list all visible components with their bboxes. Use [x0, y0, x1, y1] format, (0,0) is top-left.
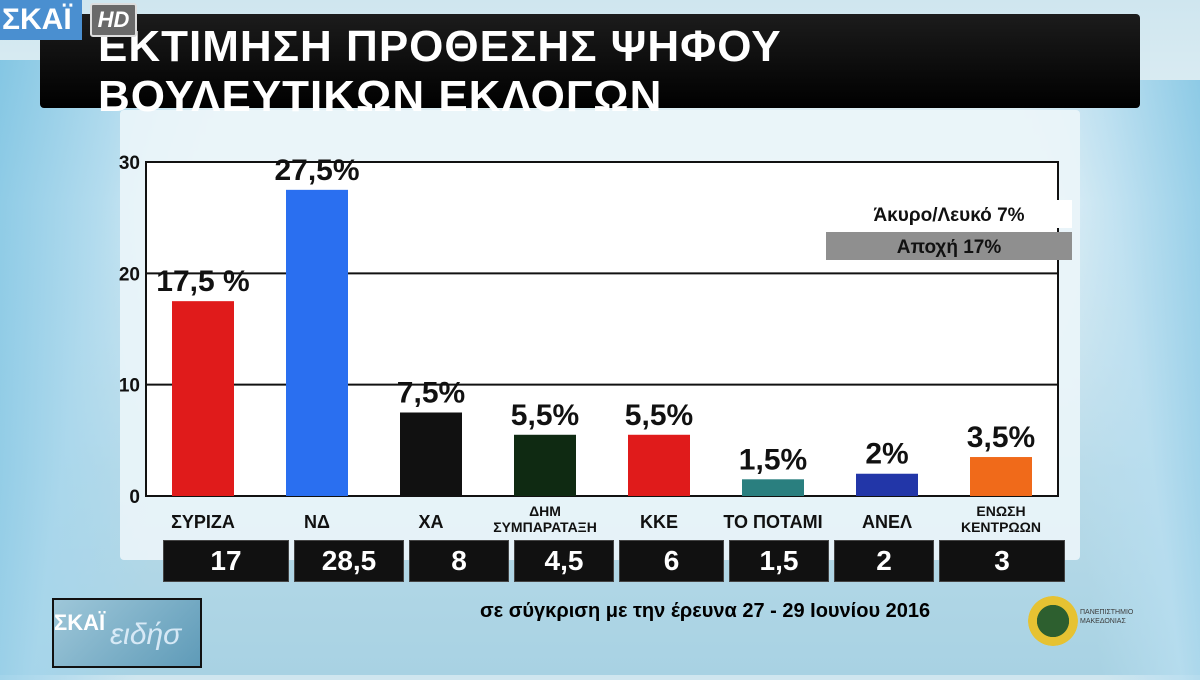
channel-logo-bar: ΣΚΑΪ HD [0, 0, 138, 40]
legend-abstention-box [826, 232, 1072, 260]
data-label: 2% [865, 438, 908, 471]
bar-dimsympar [514, 434, 576, 496]
thumbnail-logo: ΣΚΑΪ [54, 610, 106, 635]
category-label: ΑΝΕΛ [862, 512, 912, 532]
previous-value-box: 17 [163, 540, 289, 582]
university-emblem-icon [1028, 596, 1078, 646]
channel-logo: ΣΚΑΪ [0, 0, 82, 40]
comparison-caption: σε σύγκριση με την έρευνα 27 - 29 Ιουνίο… [480, 600, 931, 622]
category-label: ΝΔ [304, 512, 330, 532]
category-label: ΧΑ [418, 512, 443, 532]
title-line-2: ΒΟΥΛΕΥΤΙΚΩΝ ΕΚΛΟΓΩΝ [98, 72, 663, 121]
previous-survey-row: 17 28,5 8 4,5 6 1,5 2 3 [163, 540, 1070, 582]
previous-value-box: 6 [619, 540, 724, 582]
bar-chart-svg: 0 10 20 30 17,5 % ΣΥΡΙΖΑ 27,5% ΝΔ 7,5% ΧΑ 5,5% ΔΗΜΣ… [119, 153, 1072, 535]
y-tick-label: 0 [129, 487, 140, 508]
data-label: 27,5% [274, 154, 359, 187]
bar-enosi [970, 457, 1032, 496]
title-panel: ΕΚΤΙΜΗΣΗ ΠΡΟΘΕΣΗΣ ΨΗΦΟΥ ΒΟΥΛΕΥΤΙΚΩΝ ΕΚΛΟ… [40, 14, 1140, 121]
category-label: ΔΗΜ [529, 503, 561, 519]
data-label: 5,5% [511, 399, 579, 432]
category-label: ΚΕΝΤΡΩΩΝ [961, 519, 1041, 535]
bar-anel [856, 473, 918, 496]
bar-nd [286, 189, 348, 497]
news-thumbnail: ΣΚΑΪ ειδήσ [52, 598, 202, 668]
data-label: 7,5% [397, 377, 465, 410]
category-label: ΕΝΩΣΗ [976, 503, 1025, 519]
bar-chart: 0 10 20 30 17,5 % ΣΥΡΙΖΑ 27,5% ΝΔ 7,5% ΧΑ 5,5% ΔΗΜ Σ… [100, 140, 1080, 540]
legend-abstention-text: Αποχή 17% [897, 237, 1002, 258]
university-logo: ΠΑΝΕΠΙΣΤΗΜΙΟ ΜΑΚΕΔΟΝΙΑΣ [1028, 592, 1133, 662]
university-name: ΠΑΝΕΠΙΣΤΗΜΙΟ ΜΑΚΕΔΟΝΙΑΣ [1080, 609, 1134, 625]
category-label: ΤΟ ΠΟΤΑΜΙ [723, 512, 822, 532]
bar-xa [400, 412, 462, 496]
data-label: 3,5% [967, 421, 1035, 454]
bar-potami [742, 479, 804, 496]
title-line-1: ΕΚΤΙΜΗΣΗ ΠΡΟΘΕΣΗΣ ΨΗΦΟΥ [98, 22, 782, 71]
previous-value-box: 3 [939, 540, 1065, 582]
thumbnail-script-text: ειδήσ [110, 618, 182, 651]
y-tick-label: 20 [119, 264, 140, 285]
y-tick-label: 10 [119, 376, 140, 397]
previous-value-box: 8 [409, 540, 509, 582]
legend-invalid-text: Άκυρο/Λευκό 7% [873, 205, 1024, 226]
category-label: ΣΥΡΙΖΑ [171, 512, 235, 532]
previous-value-box: 1,5 [729, 540, 829, 582]
hd-badge: HD [89, 3, 138, 37]
legend-invalid-box [826, 200, 1072, 228]
data-label: 1,5% [739, 443, 807, 476]
previous-value-box: 2 [834, 540, 934, 582]
previous-value-box: 28,5 [294, 540, 404, 582]
category-label: ΣΥΜΠΑΡΑΤΑΞΗ [493, 519, 597, 535]
data-label: 17,5 % [156, 265, 249, 298]
y-tick-label: 30 [119, 153, 140, 174]
category-label: ΚΚΕ [640, 512, 678, 532]
data-label: 5,5% [625, 399, 693, 432]
bar-syriza [172, 301, 234, 496]
bar-kke [628, 434, 690, 496]
previous-value-box: 4,5 [514, 540, 614, 582]
